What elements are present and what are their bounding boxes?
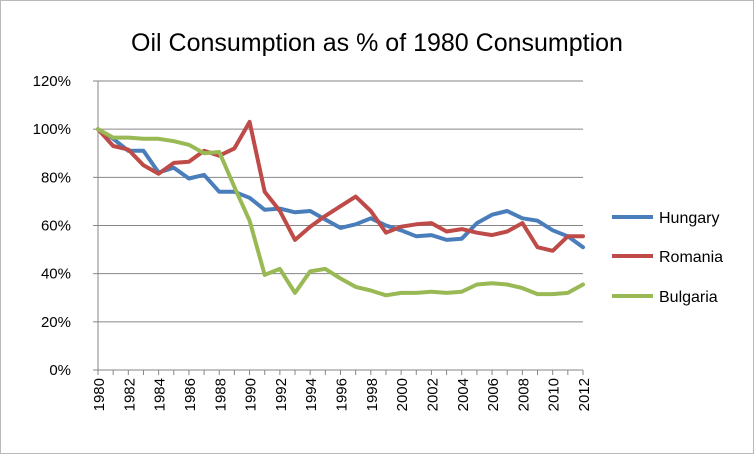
y-tick-label: 80% <box>41 169 71 186</box>
series-line-romania <box>96 119 585 253</box>
legend-label: Bulgaria <box>659 289 718 306</box>
x-tick-label: 2010 <box>546 378 563 411</box>
x-tick-label: 2004 <box>455 378 472 411</box>
x-tick-label: 2008 <box>515 378 532 411</box>
x-tick-label: 1982 <box>121 378 138 411</box>
y-tick-labels: 0% 20% 40% 60% 80% 100% 120% <box>33 73 71 379</box>
x-tick-label: 2006 <box>485 378 502 411</box>
legend-item-bulgaria: Bulgaria <box>612 289 718 306</box>
series-line-bulgaria <box>96 127 585 298</box>
x-tick-label: 1996 <box>334 378 351 411</box>
y-tick-label: 40% <box>41 266 71 283</box>
legend: Hungary Romania Bulgaria <box>612 210 723 306</box>
series-line-hungary <box>96 127 585 250</box>
x-tick-label: 1986 <box>182 378 199 411</box>
x-tick-label: 1998 <box>364 378 381 411</box>
x-tick-label: 2000 <box>394 378 411 411</box>
legend-item-romania: Romania <box>612 249 723 266</box>
y-tick-label: 100% <box>33 121 71 138</box>
x-tick-label: 1994 <box>303 378 320 411</box>
x-tick-label: 2002 <box>424 378 441 411</box>
y-tick-label: 60% <box>41 218 71 235</box>
series-lines <box>96 119 585 298</box>
x-tick-label: 1988 <box>212 378 229 411</box>
x-tick-label: 1990 <box>243 378 260 411</box>
gridlines <box>98 80 583 323</box>
x-tick-label: 1992 <box>273 378 290 411</box>
x-tick-label: 1984 <box>152 378 169 411</box>
y-tick-label: 20% <box>41 314 71 331</box>
y-tick-label: 0% <box>49 362 71 379</box>
y-tick-label: 120% <box>33 73 71 90</box>
x-tick-labels: 1980 1982 1984 1986 1988 1990 1992 1994 1996 1998… <box>91 378 593 411</box>
x-tick-label: 1980 <box>91 378 108 411</box>
x-tick-label: 2012 <box>576 378 593 411</box>
legend-item-hungary: Hungary <box>612 210 719 227</box>
chart-title: Oil Consumption as % of 1980 Consumption <box>131 29 623 57</box>
legend-label: Romania <box>659 249 723 266</box>
legend-label: Hungary <box>659 210 719 227</box>
